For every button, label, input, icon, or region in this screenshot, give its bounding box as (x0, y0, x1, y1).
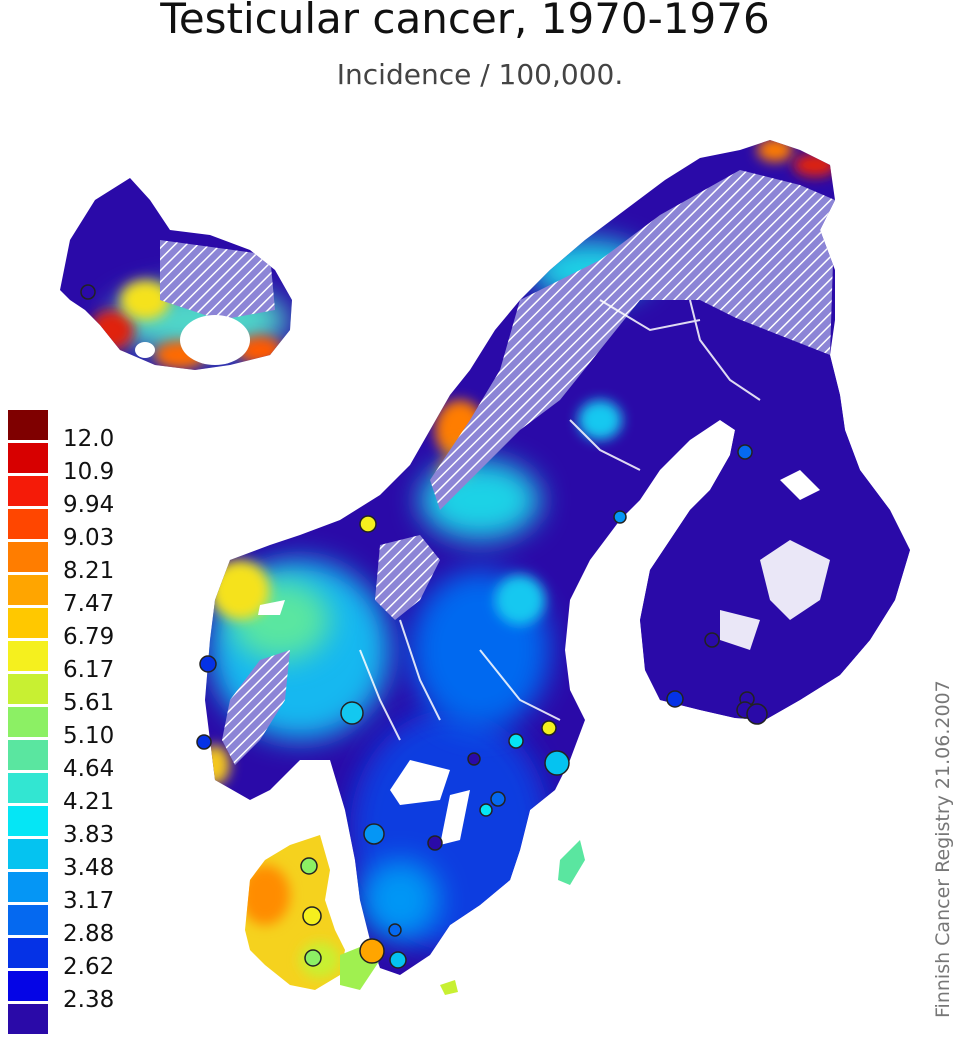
legend-swatch (8, 905, 48, 935)
legend-label: 9.94 (63, 492, 115, 518)
city-marker (300, 857, 318, 875)
city-marker (613, 510, 627, 524)
legend-swatch (8, 410, 48, 440)
legend-label: 12.0 (63, 426, 115, 452)
legend-swatch (8, 542, 48, 572)
city-marker (737, 444, 753, 460)
city-marker (666, 690, 684, 708)
city-marker (340, 701, 364, 725)
map-title: Testicular cancer, 1970-1976 (160, 0, 770, 43)
city-marker (490, 791, 506, 807)
legend-label: 6.17 (63, 657, 115, 683)
city-marker (304, 949, 322, 967)
legend-swatch (8, 608, 48, 638)
legend-swatch (8, 1004, 48, 1034)
legend-label: 3.83 (63, 822, 115, 848)
legend-label: 3.48 (63, 855, 115, 881)
legend-swatch (8, 839, 48, 869)
city-marker (544, 750, 570, 776)
city-marker (363, 823, 385, 845)
legend-swatch (8, 872, 48, 902)
legend-label: 9.03 (63, 525, 115, 551)
city-marker (467, 752, 481, 766)
legend-label: 10.9 (63, 459, 115, 485)
legend-label: 7.47 (63, 591, 115, 617)
city-marker (389, 951, 407, 969)
legend-swatch (8, 806, 48, 836)
credit-text: Finnish Cancer Registry 21.06.2007 (932, 680, 954, 1018)
legend-label: 8.21 (63, 558, 115, 584)
city-marker (196, 734, 212, 750)
scandinavia-region (205, 140, 910, 975)
legend-swatch (8, 641, 48, 671)
iceland-region (60, 178, 292, 370)
legend-label: 4.64 (63, 756, 115, 782)
legend-swatch (8, 443, 48, 473)
legend-label: 2.88 (63, 921, 115, 947)
legend-label: 5.61 (63, 690, 115, 716)
legend-swatch (8, 509, 48, 539)
city-markers (80, 284, 768, 969)
denmark-region (245, 835, 458, 995)
city-marker (199, 655, 217, 673)
legend-label: 2.62 (63, 954, 115, 980)
city-marker (80, 284, 96, 300)
legend-swatch (8, 971, 48, 1001)
city-marker (427, 835, 443, 851)
legend-swatch (8, 938, 48, 968)
city-marker (479, 803, 493, 817)
map-subtitle: Incidence / 100,000. (336, 58, 624, 91)
city-marker (302, 906, 322, 926)
legend-label: 2.38 (63, 987, 115, 1013)
city-marker (359, 938, 385, 964)
legend-label: 5.10 (63, 723, 115, 749)
legend-swatch (8, 674, 48, 704)
legend-swatch (8, 707, 48, 737)
legend-label: 4.21 (63, 789, 115, 815)
city-marker (388, 923, 402, 937)
legend-swatch (8, 740, 48, 770)
legend-swatch (8, 773, 48, 803)
city-marker (746, 703, 768, 725)
city-marker (359, 515, 377, 533)
legend-swatch (8, 476, 48, 506)
city-marker (541, 720, 557, 736)
legend-label: 6.79 (63, 624, 115, 650)
city-marker (508, 733, 524, 749)
legend-label: 3.17 (63, 888, 115, 914)
legend-swatch (8, 575, 48, 605)
city-marker (704, 632, 720, 648)
